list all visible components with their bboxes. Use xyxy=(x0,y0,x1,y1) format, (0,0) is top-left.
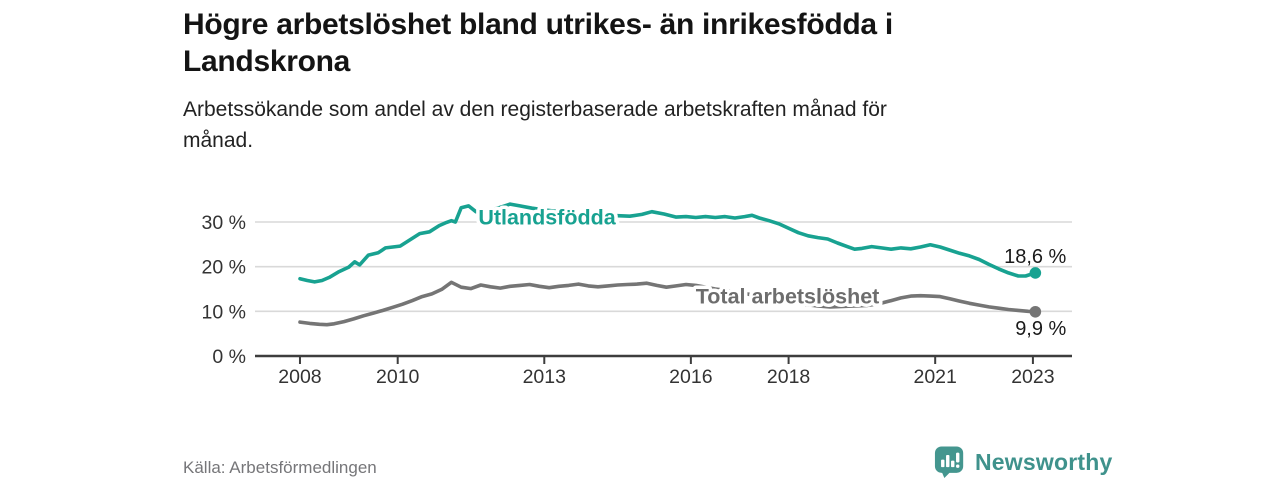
end-value-label-utlandsfodda: 18,6 % xyxy=(1004,246,1066,268)
y-tick-label-0: 0 % xyxy=(212,346,246,368)
series-line-total xyxy=(298,280,1038,327)
end-dot-total xyxy=(1029,305,1042,318)
x-tick-label-2010: 2010 xyxy=(376,366,420,388)
bar-chart-speech-bubble-icon xyxy=(934,446,964,478)
brand-name: Newsworthy xyxy=(975,448,1113,475)
y-tick-label-30: 30 % xyxy=(202,212,246,234)
page-title-line-2: Landskrona xyxy=(183,45,351,78)
chart-subtitle-line-1: Arbetssökande som andel av den registerb… xyxy=(183,98,887,121)
x-tick-label-2016: 2016 xyxy=(669,366,712,388)
x-tick-label-2023: 2023 xyxy=(1011,366,1054,388)
chart-subtitle: Arbetssökande som andel av den registerb… xyxy=(183,94,1043,156)
series-label-utlandsfodda: Utlandsfödda xyxy=(478,206,616,230)
x-tick-label-2021: 2021 xyxy=(913,366,956,388)
source-note: Källa: Arbetsförmedlingen xyxy=(183,458,377,477)
page-title: Högre arbetslöshet bland utrikes- än inr… xyxy=(183,6,1083,80)
x-tick-label-2018: 2018 xyxy=(767,366,810,388)
end-dot-utlandsfodda xyxy=(1029,267,1042,279)
series-label-total: Total arbetslöshet xyxy=(696,285,880,309)
y-tick-label-10: 10 % xyxy=(202,301,246,323)
series-line-utlandsfodda xyxy=(298,202,1038,284)
x-tick-label-2013: 2013 xyxy=(523,366,566,388)
page-title-line-1: Högre arbetslöshet bland utrikes- än inr… xyxy=(183,8,893,41)
chart-subtitle-line-2: månad. xyxy=(183,129,254,152)
y-tick-label-20: 20 % xyxy=(202,257,246,279)
x-tick-label-2008: 2008 xyxy=(278,366,321,388)
newsworthy-logo[interactable]: Newsworthy xyxy=(934,445,1112,479)
end-value-label-total: 9,9 % xyxy=(1015,318,1066,340)
